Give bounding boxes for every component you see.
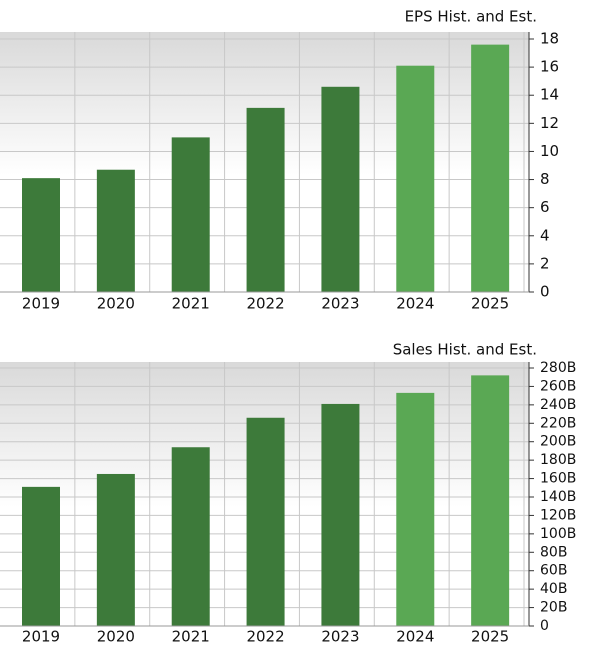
y-tick-label: 80B: [540, 544, 567, 560]
y-tick-label: 20B: [540, 600, 567, 616]
bar: [22, 486, 60, 626]
x-tick-label: 2023: [321, 295, 359, 313]
x-tick-label: 2020: [97, 295, 135, 313]
x-tick-label: 2025: [471, 295, 509, 313]
x-tick-label: 2021: [172, 628, 210, 646]
bar: [396, 392, 435, 626]
y-tick-label: 40B: [540, 581, 567, 597]
y-tick-label: 60B: [540, 563, 567, 579]
x-tick-label: 2022: [246, 628, 284, 646]
x-tick-label: 2024: [396, 295, 434, 313]
x-tick-label: 2021: [172, 295, 210, 313]
bar: [321, 86, 360, 293]
chart-title: Sales Hist. and Est.: [393, 341, 537, 359]
y-tick-label: 0: [540, 618, 549, 634]
chart-title: EPS Hist. and Est.: [405, 8, 537, 26]
bar: [321, 403, 360, 626]
y-tick-label: 160B: [540, 471, 576, 487]
x-tick-label: 2019: [22, 628, 60, 646]
y-tick-label: 18: [540, 30, 559, 48]
bar: [96, 473, 135, 626]
y-tick-label: 4: [540, 226, 550, 244]
bar: [246, 417, 285, 626]
y-tick-label: 0: [540, 283, 550, 301]
y-tick-label: 280B: [540, 360, 576, 376]
x-tick-label: 2025: [471, 628, 509, 646]
bar: [246, 107, 285, 292]
bar: [22, 178, 60, 292]
y-tick-label: 180B: [540, 452, 576, 468]
y-tick-label: 10: [540, 142, 559, 160]
bar: [171, 137, 210, 292]
y-tick-label: 16: [540, 58, 559, 76]
y-tick-label: 100B: [540, 526, 576, 542]
y-tick-label: 12: [540, 114, 559, 132]
bar: [171, 447, 210, 626]
y-tick-label: 260B: [540, 378, 576, 394]
y-tick-label: 6: [540, 198, 550, 216]
y-tick-label: 8: [540, 170, 550, 188]
y-tick-label: 14: [540, 86, 559, 104]
x-tick-label: 2019: [22, 295, 60, 313]
x-tick-label: 2022: [246, 295, 284, 313]
bar: [471, 44, 510, 292]
x-tick-label: 2020: [97, 628, 135, 646]
y-tick-label: 120B: [540, 507, 576, 523]
bar: [96, 169, 135, 292]
y-tick-label: 220B: [540, 415, 576, 431]
x-tick-label: 2023: [321, 628, 359, 646]
y-tick-label: 140B: [540, 489, 576, 505]
y-tick-label: 200B: [540, 434, 576, 450]
bar: [396, 65, 435, 292]
y-tick-label: 2: [540, 254, 550, 272]
y-tick-label: 240B: [540, 397, 576, 413]
bar: [471, 375, 510, 626]
x-tick-label: 2024: [396, 628, 434, 646]
